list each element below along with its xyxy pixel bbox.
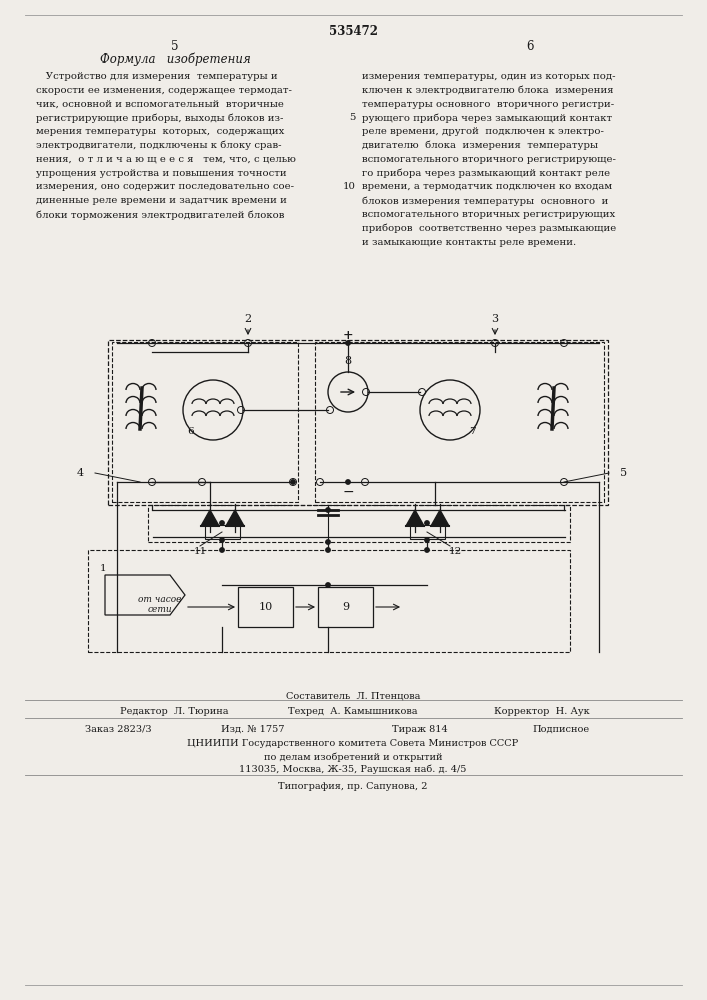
Text: чик, основной и вспомогательный  вторичные: чик, основной и вспомогательный вторичны… xyxy=(36,100,284,109)
Text: 9: 9 xyxy=(342,602,349,612)
Circle shape xyxy=(326,548,330,552)
Text: Составитель  Л. Птенцова: Составитель Л. Птенцова xyxy=(286,692,420,701)
Polygon shape xyxy=(226,510,244,526)
Text: Корректор  Н. Аук: Корректор Н. Аук xyxy=(494,707,590,716)
Text: электродвигатели, подключены к блоку срав-: электродвигатели, подключены к блоку сра… xyxy=(36,141,281,150)
Circle shape xyxy=(291,480,296,484)
Circle shape xyxy=(326,583,330,587)
Text: вспомогательного вторичного регистрирующе-: вспомогательного вторичного регистрирующ… xyxy=(362,155,616,164)
Text: двигателю  блока  измерения  температуры: двигателю блока измерения температуры xyxy=(362,141,598,150)
Text: 6: 6 xyxy=(187,428,194,436)
Text: 1: 1 xyxy=(100,564,107,573)
Text: Типография, пр. Сапунова, 2: Типография, пр. Сапунова, 2 xyxy=(279,782,428,791)
Text: Изд. № 1757: Изд. № 1757 xyxy=(221,725,285,734)
Text: и замыкающие контакты реле времени.: и замыкающие контакты реле времени. xyxy=(362,238,576,247)
Bar xyxy=(318,587,373,627)
Bar xyxy=(112,342,298,502)
Text: измерения температуры, один из которых под-: измерения температуры, один из которых п… xyxy=(362,72,616,81)
Text: сети: сети xyxy=(148,605,173,614)
Text: Подписное: Подписное xyxy=(533,725,590,734)
Circle shape xyxy=(326,508,330,512)
Text: реле времени, другой  подключен к электро-: реле времени, другой подключен к электро… xyxy=(362,127,604,136)
Text: регистрирующие приборы, выходы блоков из-: регистрирующие приборы, выходы блоков из… xyxy=(36,113,284,123)
Text: 535472: 535472 xyxy=(329,25,378,38)
Circle shape xyxy=(220,548,224,552)
Text: 5: 5 xyxy=(349,113,355,122)
Text: 5: 5 xyxy=(621,468,628,478)
Text: измерения, оно содержит последовательно сое-: измерения, оно содержит последовательно … xyxy=(36,182,294,191)
Text: го прибора через размыкающий контакт реле: го прибора через размыкающий контакт рел… xyxy=(362,169,610,178)
Text: Редактор  Л. Тюрина: Редактор Л. Тюрина xyxy=(120,707,228,716)
Text: 2: 2 xyxy=(245,314,252,324)
Text: 113035, Москва, Ж-35, Раушская наб. д. 4/5: 113035, Москва, Ж-35, Раушская наб. д. 4… xyxy=(239,765,467,774)
Text: Тираж 814: Тираж 814 xyxy=(392,725,448,734)
Text: по делам изобретений и открытий: по делам изобретений и открытий xyxy=(264,752,443,762)
Text: мерения температуры  которых,  содержащих: мерения температуры которых, содержащих xyxy=(36,127,284,136)
Text: 3: 3 xyxy=(491,314,498,324)
Text: +: + xyxy=(343,329,354,342)
Text: 5: 5 xyxy=(171,40,179,53)
Text: скорости ее изменения, содержащее термодат-: скорости ее изменения, содержащее термод… xyxy=(36,86,292,95)
Circle shape xyxy=(326,540,330,544)
Bar xyxy=(108,340,608,505)
Bar xyxy=(148,505,570,542)
Text: блоков измерения температуры  основного  и: блоков измерения температуры основного и xyxy=(362,196,609,206)
Circle shape xyxy=(220,521,224,525)
Text: приборов  соответственно через размыкающие: приборов соответственно через размыкающи… xyxy=(362,224,617,233)
Text: 11: 11 xyxy=(194,547,206,556)
Text: упрощения устройства и повышения точности: упрощения устройства и повышения точност… xyxy=(36,169,286,178)
Circle shape xyxy=(425,521,429,525)
Text: от часов: от часов xyxy=(139,594,182,603)
Bar xyxy=(88,550,570,652)
Text: −: − xyxy=(342,485,354,499)
Polygon shape xyxy=(201,510,219,526)
Text: Техред  А. Камышникова: Техред А. Камышникова xyxy=(288,707,418,716)
Text: времени, а термодатчик подключен ко входам: времени, а термодатчик подключен ко вход… xyxy=(362,182,612,191)
Text: Формула   изобретения: Формула изобретения xyxy=(100,53,250,66)
Circle shape xyxy=(220,538,224,542)
Text: Устройство для измерения  температуры и: Устройство для измерения температуры и xyxy=(36,72,278,81)
Bar xyxy=(238,587,293,627)
Text: температуры основного  вторичного регистри-: температуры основного вторичного регистр… xyxy=(362,100,614,109)
Text: ЦНИИПИ Государственного комитета Совета Министров СССР: ЦНИИПИ Государственного комитета Совета … xyxy=(187,739,519,748)
Bar xyxy=(315,342,604,502)
Circle shape xyxy=(425,548,429,552)
Text: 10: 10 xyxy=(258,602,273,612)
Text: нения,  о т л и ч а ю щ е е с я   тем, что, с целью: нения, о т л и ч а ю щ е е с я тем, что,… xyxy=(36,155,296,164)
Text: 7: 7 xyxy=(469,428,475,436)
Polygon shape xyxy=(431,510,449,526)
Text: Заказ 2823/3: Заказ 2823/3 xyxy=(85,725,151,734)
Text: рующего прибора через замыкающий контакт: рующего прибора через замыкающий контакт xyxy=(362,113,612,123)
Polygon shape xyxy=(406,510,424,526)
Text: 4: 4 xyxy=(76,468,83,478)
Text: 8: 8 xyxy=(344,356,351,366)
Bar xyxy=(205,525,240,539)
Text: ключен к электродвигателю блока  измерения: ключен к электродвигателю блока измерени… xyxy=(362,86,614,95)
Text: блоки торможения электродвигателей блоков: блоки торможения электродвигателей блоко… xyxy=(36,210,284,220)
Circle shape xyxy=(346,480,350,484)
Text: диненные реле времени и задатчик времени и: диненные реле времени и задатчик времени… xyxy=(36,196,287,205)
Text: 10: 10 xyxy=(343,182,356,191)
Text: 12: 12 xyxy=(448,547,462,556)
Bar xyxy=(410,525,445,539)
Circle shape xyxy=(346,341,350,345)
Circle shape xyxy=(425,538,429,542)
Text: вспомогательного вторичных регистрирующих: вспомогательного вторичных регистрирующи… xyxy=(362,210,615,219)
Text: 6: 6 xyxy=(526,40,534,53)
